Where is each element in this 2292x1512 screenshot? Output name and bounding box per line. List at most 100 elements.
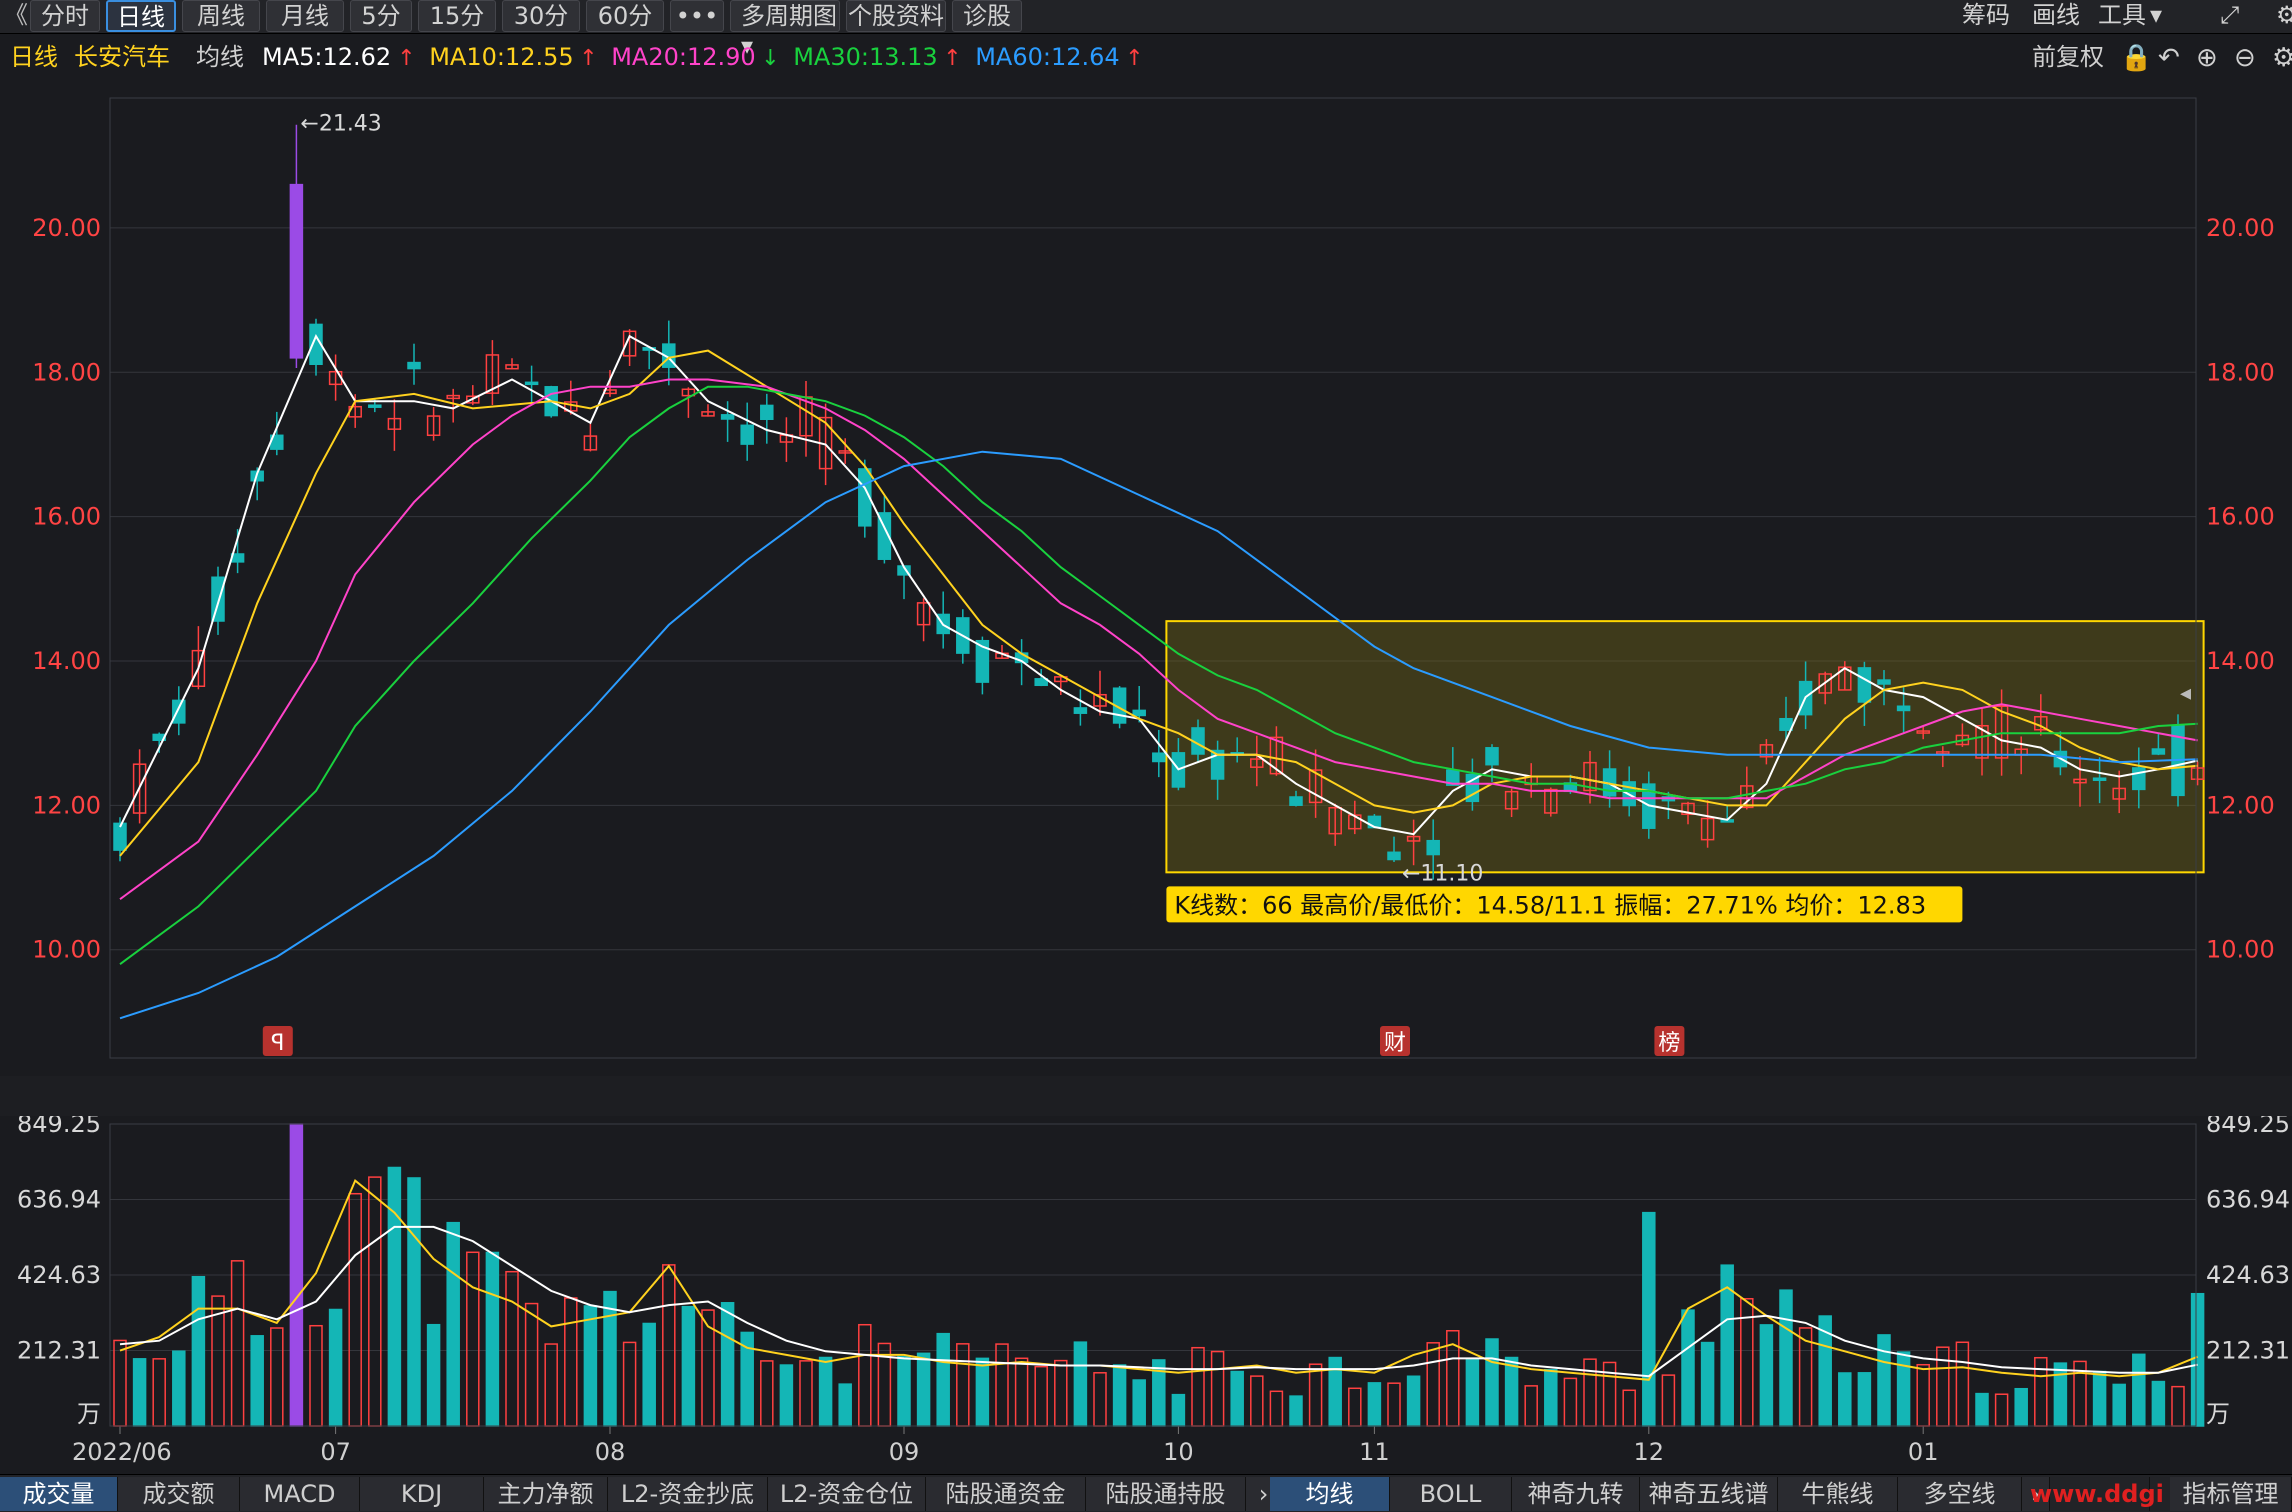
event-marker-bg[interactable] xyxy=(1654,1026,1685,1056)
period-tab-8[interactable]: ••• xyxy=(670,0,724,32)
candle-body xyxy=(975,639,990,683)
volume-vol-ma10-line xyxy=(119,1225,2198,1378)
indicator-tab-4[interactable]: 主力净额 xyxy=(484,1477,608,1511)
chevron-down-icon[interactable]: ▾ xyxy=(2150,1,2163,29)
arrow-up-icon: ↑ xyxy=(1125,46,1143,71)
volume-bar xyxy=(2190,1292,2205,1427)
candle-body xyxy=(877,512,892,560)
period-tab-4[interactable]: 5分 xyxy=(350,0,412,32)
kline-chart[interactable]: 日线 长安汽车 均线 MA5:12.62 ↑ MA10:12.55 ↑ MA20:12.90 ↓… xyxy=(0,0,2292,1474)
period-tab-2[interactable]: 周线 xyxy=(182,0,260,32)
price-tick-right: 14.00 xyxy=(2206,647,2275,675)
tool-1[interactable]: 画线 xyxy=(2032,1,2080,29)
indicator-tab-5[interactable]: L2-资金抄底 xyxy=(608,1477,768,1511)
volume-bar xyxy=(818,1356,833,1427)
period-tab-9[interactable]: 多周期图 ▾ xyxy=(730,0,840,60)
volume-bar xyxy=(407,1177,421,1427)
price-tick-left: 18.00 xyxy=(32,358,101,386)
period-tab-10[interactable]: 个股资料 xyxy=(846,0,946,32)
volume-bar xyxy=(524,1302,539,1427)
overlay-tab-5[interactable]: 多空线 xyxy=(1898,1477,2022,1511)
volume-bar xyxy=(1485,1338,1499,1427)
candle-body xyxy=(1994,705,2009,759)
indicator-tab-1[interactable]: 成交额 xyxy=(118,1477,240,1511)
fullscreen-icon[interactable]: ⤢ xyxy=(2220,1,2240,29)
volume-bar xyxy=(485,1251,500,1427)
indicator-tab-6[interactable]: L2-资金仓位 xyxy=(768,1477,926,1511)
volume-bar xyxy=(328,1308,343,1427)
range-selection-box[interactable] xyxy=(1165,620,2205,874)
overlay-tab-3[interactable]: 神奇五线谱 xyxy=(1640,1477,1778,1511)
candle-body xyxy=(1308,769,1323,804)
tool-2[interactable]: 工具 xyxy=(2098,1,2146,29)
volume-bar xyxy=(760,1360,774,1427)
arrow-up-icon: ↑ xyxy=(579,46,597,71)
candle-body xyxy=(1700,817,1715,841)
candle-body xyxy=(1073,707,1088,714)
zoom-out-icon[interactable]: ⊖ xyxy=(2234,43,2256,73)
volume-bar xyxy=(191,1275,206,1427)
volume-bar xyxy=(936,1332,950,1427)
volume-bar xyxy=(1622,1389,1636,1427)
period-tab-0[interactable]: 分时 xyxy=(30,0,100,32)
period-tab-7[interactable]: 60分 xyxy=(586,0,664,32)
volume-vol-ma5-line xyxy=(119,1178,2198,1381)
candle-body xyxy=(2151,748,2166,755)
period-tab-6[interactable]: 30分 xyxy=(502,0,580,32)
candle-body xyxy=(916,602,931,626)
event-marker-bg[interactable] xyxy=(1380,1026,1410,1056)
volume-panel-frame xyxy=(109,1123,2197,1427)
volume-bar xyxy=(1426,1342,1440,1427)
period-tab-5[interactable]: 15分 xyxy=(418,0,496,32)
indicator-tab-8[interactable]: 陆股通持股 xyxy=(1086,1477,1246,1511)
volume-bar xyxy=(230,1260,245,1427)
candle-body xyxy=(2073,778,2087,784)
event-marker-bg[interactable] xyxy=(262,1026,293,1056)
price-tick-right: 12.00 xyxy=(2206,791,2275,819)
overlay-tab-1[interactable]: BOLL xyxy=(1390,1477,1512,1511)
indicator-tab-3[interactable]: KDJ xyxy=(360,1477,484,1511)
period-tab-3[interactable]: 月线 xyxy=(266,0,344,32)
candle-body xyxy=(760,404,774,421)
overlay-tab-2[interactable]: 神奇九转 xyxy=(1512,1477,1640,1511)
volume-bar xyxy=(152,1358,166,1427)
back-icon[interactable]: 《 xyxy=(4,1,28,29)
volume-bar xyxy=(564,1297,578,1427)
undo-icon[interactable]: ↶ xyxy=(2158,43,2180,73)
candle-body xyxy=(1504,790,1519,810)
volume-bar xyxy=(779,1364,794,1427)
candle-body xyxy=(1328,806,1342,835)
volume-bar xyxy=(1994,1393,2009,1427)
overlay-tab-4[interactable]: 牛熊线 xyxy=(1778,1477,1898,1511)
current-price-pointer-icon: ◂ xyxy=(2180,681,2191,706)
lock-icon[interactable]: 🔒 xyxy=(2120,43,2152,73)
candle-body xyxy=(1132,709,1146,717)
price-tick-right: 16.00 xyxy=(2206,503,2275,531)
indicator-tab-2[interactable]: MACD xyxy=(240,1477,360,1511)
header-ma-label: 均线 xyxy=(196,43,244,71)
gear-icon[interactable]: ⚙ xyxy=(2272,43,2292,73)
volume-bar xyxy=(2151,1380,2166,1427)
candle-body xyxy=(1759,744,1774,758)
volume-bar xyxy=(1289,1395,1303,1427)
volume-bar xyxy=(603,1290,617,1427)
range-info-bg xyxy=(1166,886,1963,923)
price-tick-left: 12.00 xyxy=(32,791,101,819)
volume-bar xyxy=(1700,1341,1715,1427)
indicator-manage-button[interactable]: 指标管理 xyxy=(2170,1477,2292,1511)
indicator-tab-7[interactable]: 陆股通资金 xyxy=(926,1477,1086,1511)
zoom-in-icon[interactable]: ⊕ xyxy=(2196,43,2218,73)
gear-icon[interactable]: ⚙ xyxy=(2276,1,2292,29)
overlay-tab-0[interactable]: 均线 xyxy=(1270,1477,1390,1511)
chevron-right-icon[interactable]: › xyxy=(2022,1477,2050,1511)
ma-value-2: MA20:12.90 xyxy=(611,43,755,71)
event-marker-1: 财 xyxy=(1384,1031,1406,1056)
period-tab-1[interactable]: 日线 xyxy=(106,0,176,32)
candle-body xyxy=(1034,678,1048,687)
arrow-down-icon: ↓ xyxy=(761,46,779,71)
period-tab-11[interactable]: 诊股 xyxy=(952,0,1022,32)
indicator-tab-0[interactable]: 成交量 xyxy=(0,1477,118,1511)
ma-value-4: MA60:12.64 xyxy=(975,43,1119,71)
tool-0[interactable]: 筹码 xyxy=(1962,1,2010,29)
candle-body xyxy=(1485,747,1499,766)
